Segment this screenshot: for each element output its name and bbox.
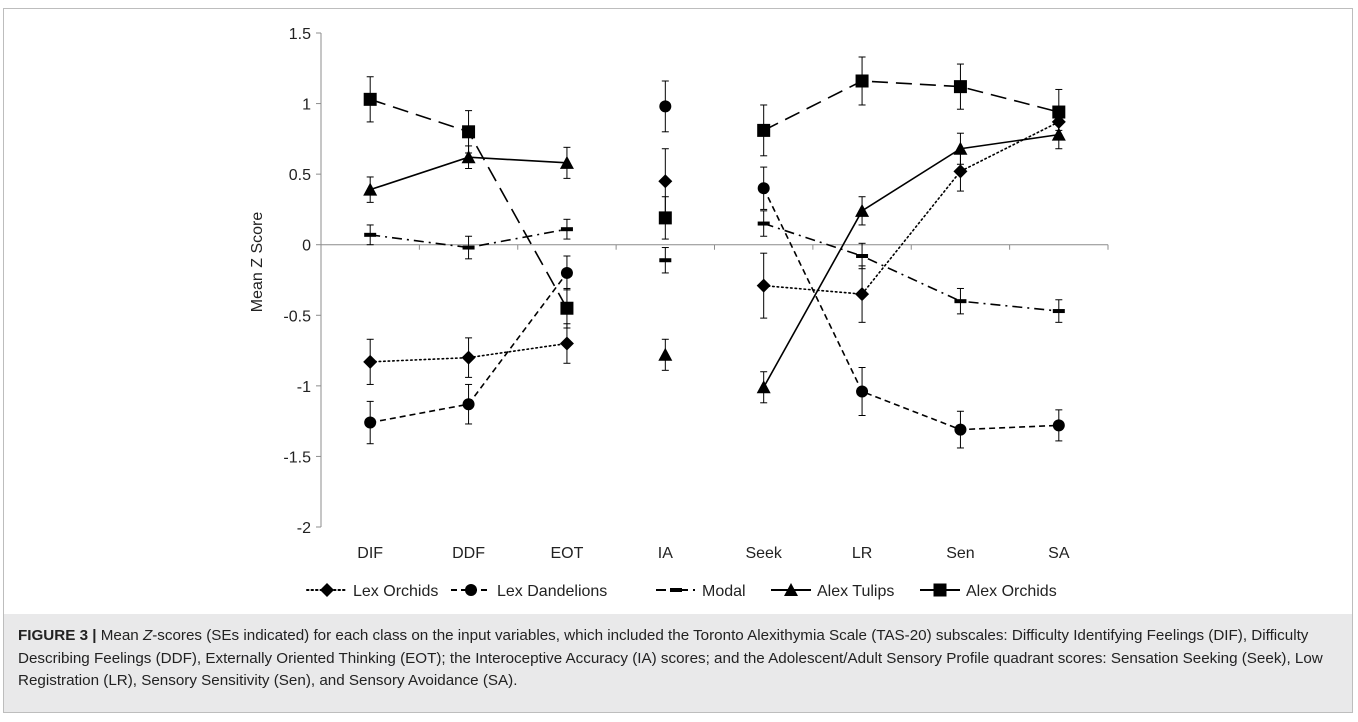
figure-frame [3,8,1353,713]
y-tick-label: -1 [297,379,311,396]
data-point-alex-orchids [953,80,967,94]
data-point-lex-orchids [658,174,673,189]
data-point-modal [757,221,770,226]
y-tick-label: -0.5 [283,308,311,325]
legend: Lex Orchids Lex Dandelions Modal Alex Tulip… [306,583,1057,600]
x-tick-label: LR [852,545,872,562]
x-tick-label: IA [658,545,673,562]
y-axis-title: Mean Z Score [249,212,266,313]
legend-item-modal: Modal [656,583,746,600]
data-point-alex-tulips [953,141,968,155]
x-tick-label: Sen [946,545,974,562]
y-tick-label: 1 [302,97,311,114]
x-tick-label: DDF [452,545,485,562]
data-point-modal [364,232,377,237]
data-point-alex-orchids [462,125,476,139]
data-point-alex-orchids [757,123,771,137]
legend-marker-modal [670,588,682,592]
caption-label: FIGURE 3 | [18,627,97,644]
markers [363,74,1066,436]
data-point-lex-orchids [461,350,476,365]
legend-label-modal: Modal [702,583,746,600]
legend-marker-lex-dandelions [465,584,477,596]
data-point-lex-orchids [559,336,574,351]
axes: 1.5 1 0.5 0 -0.5 -1 -1.5 -2 DIF DDF EOT IA Seek LR Sen… [283,26,1109,562]
data-point-alex-tulips [1051,127,1066,141]
data-point-modal [560,227,573,232]
x-tick-label: DIF [357,545,383,562]
series-line-lex-orchids [762,121,1060,295]
series-line-alex-tulips [762,133,1059,388]
data-point-alex-tulips [559,155,574,169]
data-point-lex-orchids [756,278,771,293]
data-point-modal [1052,309,1065,314]
data-point-modal [954,299,967,304]
caption-lead: Mean [96,627,143,644]
y-tick-label: 0.5 [289,167,311,184]
data-point-lex-dandelions [954,423,967,436]
legend-marker-alex-orchids [933,583,947,597]
series-line-alex-orchids [763,80,1060,132]
legend-label-alex-orchids: Alex Orchids [966,583,1057,600]
data-point-alex-orchids [560,301,574,315]
series-line-modal [763,222,1059,312]
legend-item-alex-tulips: Alex Tulips [771,583,894,600]
x-tick-label: Seek [745,545,782,562]
caption-text: -scores (SEs indicated) for each class o… [18,627,1323,689]
data-point-lex-orchids [363,354,378,369]
legend-label-alex-tulips: Alex Tulips [817,583,894,600]
data-point-alex-orchids [855,74,869,88]
legend-marker-alex-tulips [784,583,798,596]
y-tick-label: -2 [297,520,311,537]
data-point-lex-dandelions [856,385,869,398]
data-point-lex-orchids [855,287,870,302]
data-point-alex-orchids [658,211,672,225]
data-point-alex-tulips [658,347,673,361]
data-point-lex-dandelions [659,100,672,113]
caption-italic: Z [142,627,153,644]
legend-marker-lex-orchids [320,583,334,597]
y-tick-label: 0 [302,238,311,255]
data-point-lex-dandelions [364,416,377,429]
error-bars [366,56,1063,449]
data-point-alex-tulips [855,203,870,217]
x-tick-label: SA [1048,545,1070,562]
data-point-modal [856,254,869,259]
legend-label-lex-dandelions: Lex Dandelions [497,583,607,600]
y-tick-label: 1.5 [289,26,311,43]
series-line-lex-dandelions [762,187,1059,431]
data-point-alex-tulips [363,182,378,196]
x-tick-label: EOT [550,545,583,562]
line-chart: Mean Z Score 1.5 1 0.5 0 -0.5 -1 -1.5 -2 DIF DDF E… [249,26,1109,600]
data-point-lex-dandelions [560,266,573,279]
legend-item-alex-orchids: Alex Orchids [920,583,1057,600]
data-point-modal [659,258,672,263]
data-point-alex-tulips [461,150,476,164]
data-point-lex-dandelions [757,182,770,195]
legend-item-lex-orchids: Lex Orchids [306,583,438,600]
data-point-lex-orchids [953,164,968,179]
figure-caption: FIGURE 3 | Mean Z-scores (SEs indicated)… [18,625,1343,693]
data-point-lex-dandelions [462,398,475,411]
data-point-alex-orchids [1052,105,1066,119]
data-point-alex-orchids [363,92,377,106]
figure-caption-box: FIGURE 3 | Mean Z-scores (SEs indicated)… [4,614,1352,712]
y-tick-label: -1.5 [283,449,311,466]
data-point-lex-dandelions [1052,419,1065,432]
legend-label-lex-orchids: Lex Orchids [353,583,438,600]
data-point-alex-tulips [756,380,771,394]
data-point-modal [462,245,475,250]
legend-item-lex-dandelions: Lex Dandelions [451,583,607,600]
